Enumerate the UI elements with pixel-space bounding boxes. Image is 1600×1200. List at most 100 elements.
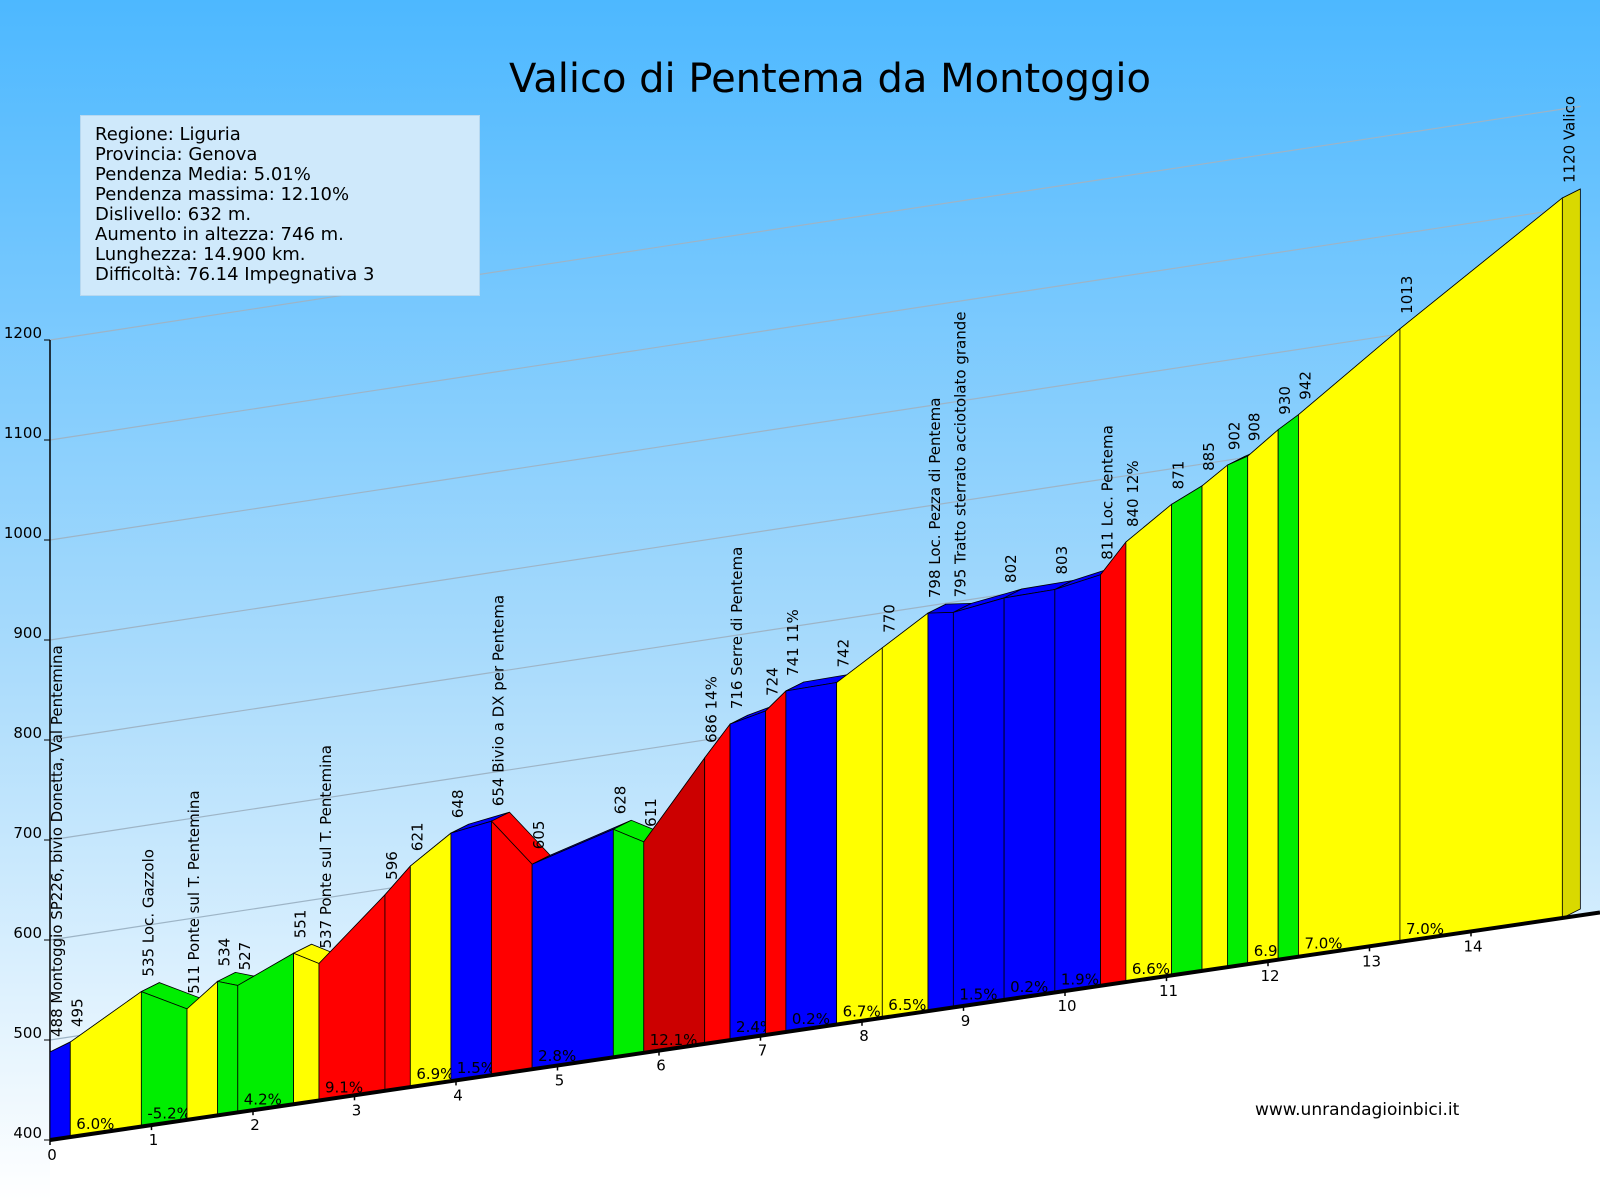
segment-grade-label: 9.1% [325, 1079, 363, 1097]
x-tick-label: 2 [250, 1116, 260, 1134]
segment-grade-label: 6.9% [416, 1065, 454, 1083]
point-label: 654 Bivio a DX per Pentema [490, 595, 508, 806]
segment-front-face [881, 612, 929, 1019]
point-label: 605 [530, 821, 548, 850]
x-tick-label: 7 [758, 1042, 768, 1060]
info-box: Regione: Liguria Provincia: Genova Pende… [80, 115, 480, 296]
ground-area [50, 912, 1600, 1200]
point-label: 802 [1002, 554, 1020, 583]
y-tick-label: 700 [13, 824, 42, 842]
segment-front-face [729, 710, 766, 1041]
segment-grade-label: -5.2% [147, 1105, 191, 1123]
point-label: 840 12% [1124, 460, 1142, 527]
info-pendenza-media: Pendenza Media: 5.01% [95, 164, 311, 185]
segment-front-face [765, 690, 787, 1036]
point-label: 885 [1200, 442, 1218, 471]
point-label: 511 Ponte sul T. Pentemina [185, 790, 203, 993]
point-label: 648 [449, 790, 467, 819]
profile-segment: 1.5% [952, 588, 1023, 1008]
segment-grade-label: 7.0% [1304, 935, 1342, 953]
segment-front-face [450, 820, 492, 1082]
info-difficolta: Difficoltà: 76.14 Impegnativa 3 [95, 264, 375, 285]
x-tick-label: 1 [149, 1131, 159, 1149]
segment-front-face [1054, 574, 1101, 993]
info-aumento: Aumento in altezza: 746 m. [95, 224, 344, 245]
x-tick-label: 5 [555, 1071, 565, 1089]
segment-front-face [1247, 428, 1279, 965]
segment-front-face [409, 832, 452, 1088]
segment-front-face [785, 682, 838, 1033]
point-label: 908 [1246, 413, 1264, 442]
profile-segment: 7.0% [1298, 319, 1419, 958]
profile-segment: 2.8% [531, 819, 632, 1070]
x-tick-label: 12 [1260, 967, 1279, 985]
point-label: 1013 [1398, 276, 1416, 314]
segment-grade-label: 6.5% [888, 996, 926, 1014]
segment-grade-label: 6.0% [76, 1115, 114, 1133]
point-label: 803 [1053, 546, 1071, 575]
point-label: 621 [408, 822, 426, 851]
x-tick-label: 4 [453, 1086, 463, 1104]
x-tick-label: 11 [1159, 982, 1178, 1000]
segment-grade-label: 1.5% [959, 985, 997, 1003]
segment-front-face [531, 828, 614, 1070]
y-tick-label: 1200 [4, 324, 42, 342]
segment-front-face [49, 1041, 71, 1141]
segment-front-face [1100, 540, 1127, 987]
x-tick-label: 9 [961, 1012, 971, 1030]
point-label: 488 Montoggio SP226, bivio Donetta, Val … [48, 645, 66, 1037]
segment-grade-label: 2.8% [538, 1047, 576, 1065]
info-pendenza-massima: Pendenza massima: 12.10% [95, 184, 350, 205]
point-label: 871 [1170, 461, 1188, 490]
segment-front-face [293, 952, 320, 1105]
x-tick-label: 3 [352, 1101, 362, 1119]
segment-grade-label: 6.6% [1132, 960, 1170, 978]
point-label: 716 Serre di Pentema [728, 547, 746, 710]
point-label: 537 Ponte sul T. Pentemina [317, 745, 335, 948]
segment-grade-label: 0.2% [792, 1010, 830, 1028]
segment-front-face [1399, 197, 1563, 943]
point-label: 628 [611, 786, 629, 815]
info-lunghezza: Lunghezza: 14.900 km. [95, 244, 306, 265]
point-label: 742 [835, 639, 853, 668]
y-tick-label: 800 [13, 724, 42, 742]
point-label: 534 [215, 938, 233, 967]
segment-front-face [384, 865, 411, 1092]
grid-line [49, 105, 1581, 341]
y-tick-label: 900 [13, 624, 42, 642]
info-regione: Regione: Liguria [95, 124, 241, 145]
point-label: 902 [1225, 422, 1243, 451]
base-axis-line [49, 910, 1600, 1142]
segment-front-face [217, 980, 239, 1116]
segment-front-face [1003, 589, 1056, 1001]
point-label: 527 [236, 942, 254, 971]
segment-front-face [1201, 464, 1228, 972]
segment-grade-label: 4.2% [244, 1090, 282, 1108]
point-label: 741 11% [784, 609, 802, 676]
segment-front-face [952, 597, 1005, 1008]
point-label: 724 [764, 667, 782, 696]
profile-end-cap [1561, 188, 1581, 919]
segment-grade-label: 12.1% [650, 1031, 698, 1049]
segment-grade-label: 7.0% [1406, 920, 1444, 938]
profile-segment: 9.1% [318, 885, 404, 1101]
y-tick-label: 600 [13, 924, 42, 942]
y-tick-label: 1100 [4, 424, 42, 442]
point-label: 1120 Valico [1560, 96, 1578, 183]
segment-grade-label: 2.4% [736, 1018, 774, 1036]
point-label: 798 Loc. Pezza di Pentema [926, 398, 944, 599]
segment-front-face [1125, 503, 1172, 983]
grid-line [49, 305, 1581, 541]
point-label: 686 14% [703, 676, 721, 743]
x-tick-label: 0 [47, 1146, 57, 1164]
x-tick-label: 14 [1463, 937, 1482, 955]
segment-grade-label: 6.7% [843, 1003, 881, 1021]
y-tick-label: 400 [13, 1124, 42, 1142]
profile-segment: 2.4% [729, 701, 784, 1041]
segment-front-face [704, 722, 731, 1045]
point-label: 795 Tratto sterrato acciotolato grande [951, 312, 969, 598]
point-label: 551 [292, 910, 310, 939]
segment-front-face [1277, 413, 1299, 961]
